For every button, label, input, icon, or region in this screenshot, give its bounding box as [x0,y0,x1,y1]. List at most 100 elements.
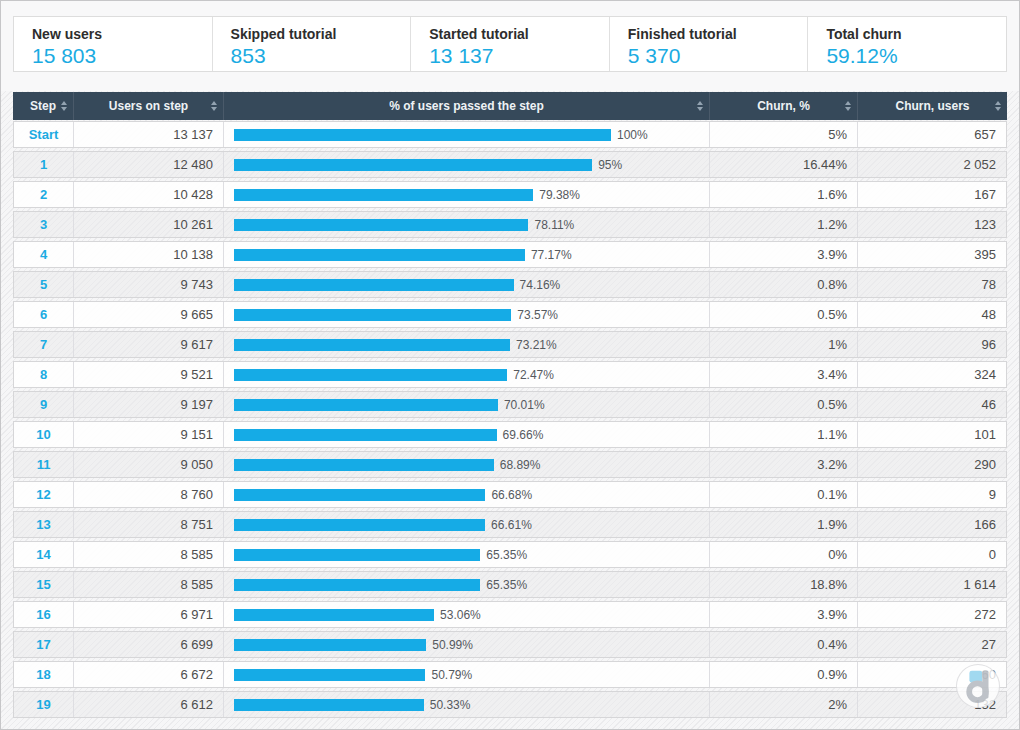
churn-percent-cell: 16.44% [709,152,857,177]
passed-bar-cell: 68.89% [223,452,709,477]
passed-percent-label: 66.61% [491,518,532,532]
column-header-churn-users[interactable]: Churn, users [857,92,1007,120]
churn-users-cell: 27 [857,632,1006,657]
table-row[interactable]: 11 9 050 68.89% 3.2% 290 [13,451,1007,478]
churn-users-cell: 272 [857,602,1006,627]
users-on-step-cell: 8 585 [73,572,223,597]
step-cell: 5 [14,272,73,297]
passed-percent-label: 100% [617,128,648,142]
sort-icon[interactable] [845,101,851,111]
passed-bar [234,159,592,171]
table-row[interactable]: 15 8 585 65.35% 18.8% 1 614 [13,571,1007,598]
step-cell: 1 [14,152,73,177]
bar-track: 50.33% [234,698,470,712]
step-cell: 16 [14,602,73,627]
passed-bar [234,549,480,561]
churn-percent-cell: 5% [709,122,857,147]
table-row[interactable]: 8 9 521 72.47% 3.4% 324 [13,361,1007,388]
table-row[interactable]: 4 10 138 77.17% 3.9% 395 [13,241,1007,268]
column-header-churn-percent[interactable]: Churn, % [709,92,857,120]
sort-icon[interactable] [995,101,1001,111]
churn-percent-cell: 3.9% [709,602,857,627]
churn-percent-cell: 2% [709,692,857,717]
churn-percent-cell: 1.6% [709,182,857,207]
bar-track: 95% [234,158,622,172]
passed-bar-cell: 65.35% [223,572,709,597]
card-label: Skipped tutorial [231,26,411,42]
table-row[interactable]: 14 8 585 65.35% 0% 0 [13,541,1007,568]
passed-bar-cell: 95% [223,152,709,177]
passed-bar-cell: 50.33% [223,692,709,717]
users-on-step-cell: 8 760 [73,482,223,507]
table-row[interactable]: 16 6 971 53.06% 3.9% 272 [13,601,1007,628]
table-row[interactable]: 17 6 699 50.99% 0.4% 27 [13,631,1007,658]
users-on-step-cell: 6 612 [73,692,223,717]
table-row[interactable]: 10 9 151 69.66% 1.1% 101 [13,421,1007,448]
table-row[interactable]: 3 10 261 78.11% 1.2% 123 [13,211,1007,238]
churn-users-cell: 166 [857,512,1006,537]
step-cell: 6 [14,302,73,327]
step-cell: 10 [14,422,73,447]
table-row[interactable]: 7 9 617 73.21% 1% 96 [13,331,1007,358]
column-header-users-on-step[interactable]: Users on step [73,92,223,120]
passed-bar-cell: 66.61% [223,512,709,537]
churn-percent-cell: 0% [709,542,857,567]
step-cell: 14 [14,542,73,567]
bar-track: 73.21% [234,338,557,352]
table-body: Start 13 137 100% 5% 657 1 12 480 95% 16… [13,121,1007,718]
passed-bar [234,399,498,411]
column-header-step[interactable]: Step [13,92,73,120]
passed-bar-cell: 50.79% [223,662,709,687]
passed-bar-cell: 100% [223,122,709,147]
churn-users-cell: 9 [857,482,1006,507]
passed-bar [234,609,434,621]
table-row[interactable]: 12 8 760 66.68% 0.1% 9 [13,481,1007,508]
passed-bar-cell: 53.06% [223,602,709,627]
sort-icon[interactable] [61,101,67,111]
table-row[interactable]: 1 12 480 95% 16.44% 2 052 [13,151,1007,178]
churn-users-cell: 167 [857,182,1006,207]
churn-users-cell: 1 614 [857,572,1006,597]
table-row[interactable]: 19 6 612 50.33% 2% 132 [13,691,1007,718]
summary-card-finished-tutorial: Finished tutorial 5 370 [609,17,808,71]
sort-icon[interactable] [697,101,703,111]
passed-bar-cell: 79.38% [223,182,709,207]
table-row[interactable]: 6 9 665 73.57% 0.5% 48 [13,301,1007,328]
table-row[interactable]: 13 8 751 66.61% 1.9% 166 [13,511,1007,538]
users-on-step-cell: 8 585 [73,542,223,567]
passed-bar-cell: 50.99% [223,632,709,657]
bar-track: 79.38% [234,188,580,202]
passed-bar [234,489,485,501]
column-label: Churn, users [895,99,969,113]
passed-bar [234,699,424,711]
card-value: 15 803 [32,44,212,68]
passed-percent-label: 95% [598,158,622,172]
table-row[interactable]: 5 9 743 74.16% 0.8% 78 [13,271,1007,298]
users-on-step-cell: 9 743 [73,272,223,297]
churn-users-cell: 46 [857,392,1006,417]
page: New users 15 803 Skipped tutorial 853 St… [0,0,1020,730]
passed-bar [234,279,514,291]
watermark-logo [956,664,1000,708]
column-header-percent-passed[interactable]: % of users passed the step [223,92,709,120]
churn-percent-cell: 0.1% [709,482,857,507]
table-row[interactable]: Start 13 137 100% 5% 657 [13,121,1007,148]
table-row[interactable]: 2 10 428 79.38% 1.6% 167 [13,181,1007,208]
table-row[interactable]: 18 6 672 50.79% 0.9% 60 [13,661,1007,688]
churn-users-cell: 657 [857,122,1006,147]
passed-bar [234,519,485,531]
passed-percent-label: 69.66% [503,428,544,442]
summary-card-new-users: New users 15 803 [14,17,212,71]
passed-percent-label: 77.17% [531,248,572,262]
card-label: Finished tutorial [628,26,808,42]
passed-bar [234,669,425,681]
users-on-step-cell: 12 480 [73,152,223,177]
passed-percent-label: 66.68% [491,488,532,502]
churn-users-cell: 395 [857,242,1006,267]
users-on-step-cell: 10 138 [73,242,223,267]
table-row[interactable]: 9 9 197 70.01% 0.5% 46 [13,391,1007,418]
sort-icon[interactable] [211,101,217,111]
step-cell: Start [14,122,73,147]
step-cell: 7 [14,332,73,357]
churn-percent-cell: 3.4% [709,362,857,387]
